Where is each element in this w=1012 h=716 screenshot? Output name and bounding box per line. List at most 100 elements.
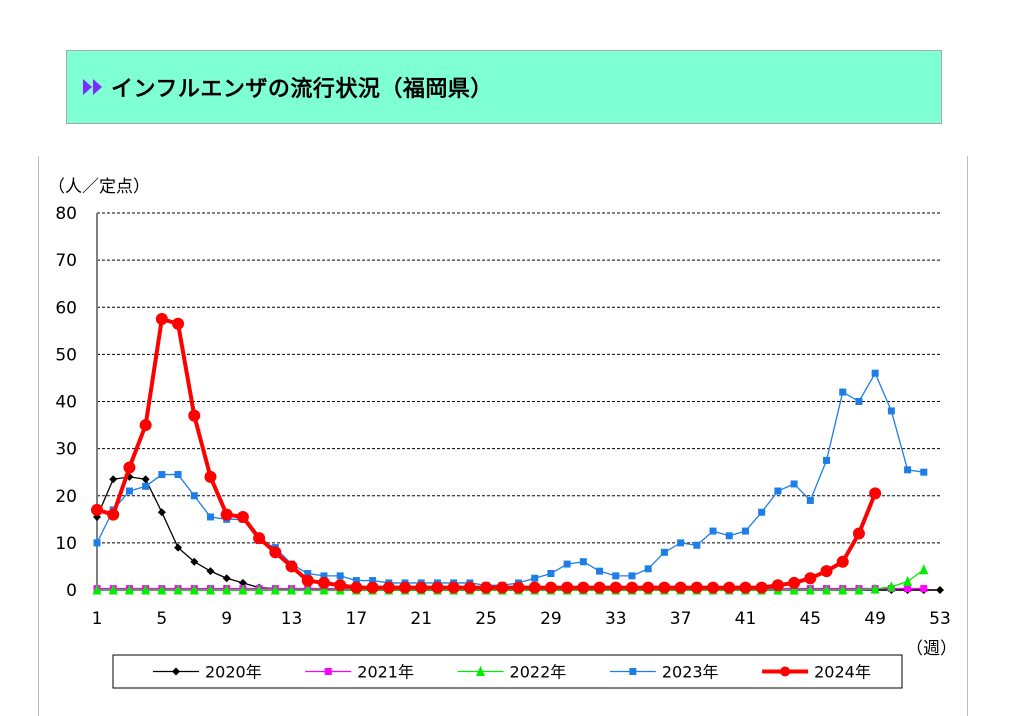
data-point-2023年	[125, 487, 133, 495]
data-point-2024年	[804, 572, 817, 585]
data-point-2024年	[788, 576, 801, 589]
data-point-2023年	[352, 577, 360, 585]
data-point-2024年	[107, 508, 120, 521]
data-point-2024年	[285, 560, 298, 573]
data-point-2023年	[709, 527, 717, 535]
page-banner: インフルエンザの流行状況（福岡県）	[66, 50, 942, 124]
data-point-2024年	[172, 317, 185, 330]
legend-label: 2020年	[205, 663, 262, 682]
data-point-2023年	[677, 539, 685, 547]
x-tick-label: 13	[281, 609, 303, 629]
data-point-2022年	[886, 581, 896, 592]
data-point-2024年	[642, 581, 655, 594]
banner-title: インフルエンザの流行状況（福岡県）	[111, 77, 493, 102]
data-point-2023年	[806, 496, 814, 504]
data-point-2020年	[141, 475, 150, 484]
data-point-2024年	[334, 579, 347, 592]
data-point-2024年	[512, 581, 525, 594]
data-point-2023年	[563, 560, 571, 568]
data-point-2023年	[190, 492, 198, 500]
data-point-2023年	[579, 558, 587, 566]
data-point-2024年	[204, 470, 217, 483]
data-point-2023年	[304, 570, 312, 578]
y-tick-label: 80	[55, 204, 77, 224]
data-point-2022年	[157, 584, 167, 595]
data-point-2022年	[108, 584, 118, 595]
data-point-2020年	[936, 586, 944, 594]
y-tick-label: 60	[55, 298, 77, 318]
data-point-2024年	[609, 581, 622, 594]
data-point-2022年	[238, 584, 248, 595]
data-point-2024年	[771, 579, 784, 592]
data-point-2024年	[431, 581, 444, 594]
data-point-2023年	[855, 398, 863, 405]
data-point-2024年	[155, 313, 168, 326]
data-point-2024年	[707, 581, 720, 594]
data-point-2022年	[870, 583, 880, 594]
x-tick-label: 9	[221, 609, 232, 629]
chart-frame	[38, 156, 968, 716]
data-point-2022年	[822, 584, 832, 595]
data-point-2023年	[758, 508, 766, 516]
data-point-2023年	[790, 480, 798, 488]
data-point-2024年	[593, 581, 606, 594]
data-point-2021年	[904, 585, 912, 593]
data-point-2023年	[839, 388, 847, 396]
data-point-2022年	[92, 584, 102, 595]
data-point-2020年	[222, 574, 231, 583]
data-point-2024年	[463, 581, 476, 594]
data-point-2020年	[157, 508, 166, 517]
data-point-2023年	[887, 407, 895, 415]
x-tick-label: 1	[92, 609, 103, 629]
data-point-2022年	[254, 584, 264, 595]
data-point-2024年	[755, 581, 768, 594]
data-point-2023年	[823, 456, 831, 464]
data-point-2024年	[528, 581, 541, 594]
data-point-2024年	[625, 581, 638, 594]
data-point-2022年	[789, 584, 799, 595]
data-point-2023年	[320, 572, 328, 580]
data-point-2023年	[336, 572, 344, 580]
data-point-2020年	[206, 567, 215, 576]
data-point-2024年	[739, 581, 752, 594]
data-point-2024年	[658, 581, 671, 594]
series-line-2022年	[97, 569, 925, 591]
legend-swatch-marker	[780, 666, 791, 677]
data-point-2022年	[287, 584, 297, 595]
data-point-2022年	[838, 584, 848, 595]
data-point-2022年	[222, 584, 232, 595]
legend-swatch-marker	[324, 668, 332, 675]
data-point-2024年	[350, 581, 363, 594]
data-point-2023年	[142, 482, 150, 490]
data-point-2024年	[253, 532, 266, 545]
data-point-2022年	[173, 584, 183, 595]
y-axis-unit-label: （人／定点）	[48, 177, 150, 197]
data-point-2023年	[741, 527, 749, 535]
data-point-2024年	[447, 581, 460, 594]
legend-swatch-marker	[629, 668, 637, 675]
x-tick-label: 37	[670, 609, 692, 629]
x-tick-label: 41	[735, 609, 757, 629]
data-point-2020年	[109, 475, 118, 484]
y-tick-label: 40	[55, 393, 77, 413]
legend-swatch-marker	[476, 666, 486, 676]
data-point-2022年	[124, 584, 134, 595]
y-tick-label: 0	[66, 581, 77, 601]
data-point-2023年	[174, 471, 182, 479]
data-point-2023年	[871, 369, 879, 377]
data-point-2024年	[382, 581, 395, 594]
data-point-2022年	[141, 584, 151, 595]
data-point-2024年	[415, 581, 428, 594]
data-point-2024年	[820, 565, 833, 578]
data-point-2020年	[238, 578, 247, 587]
data-point-2023年	[644, 565, 652, 573]
legend-label: 2024年	[814, 663, 871, 682]
data-point-2024年	[220, 508, 233, 521]
data-point-2024年	[366, 581, 379, 594]
data-point-2023年	[93, 539, 101, 547]
data-point-2022年	[854, 584, 864, 595]
data-point-2024年	[123, 461, 136, 474]
x-tick-label: 33	[605, 609, 627, 629]
y-tick-label: 70	[55, 251, 77, 271]
legend-swatch-marker	[172, 667, 180, 676]
